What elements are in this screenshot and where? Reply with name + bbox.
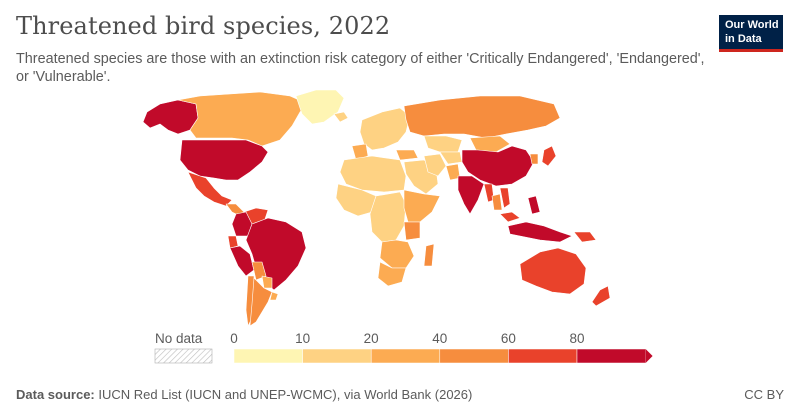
region-mongolia[interactable] [469,135,511,153]
legend-tick-label: 40 [432,331,448,346]
region-central-africa[interactable] [369,191,407,243]
region-iceland[interactable] [333,111,349,123]
region-mexico[interactable] [187,171,233,207]
region-south-africa[interactable] [377,261,407,287]
region-kazakhstan[interactable] [423,135,463,153]
legend-tick-label: 60 [500,331,516,346]
source-label: Data source: [16,387,95,402]
legend-tick-label: 0 [230,331,238,346]
legend-no-data-label: No data [155,331,203,346]
chart-subtitle: Threatened species are those with an ext… [16,51,705,85]
owid-logo[interactable]: Our World in Data [719,15,783,52]
chart-title: Threatened bird species, 2022 [16,12,391,40]
legend-tick-label: 10 [295,331,311,346]
region-canada[interactable] [177,91,309,147]
region-greenland[interactable] [295,89,345,125]
region-philippines[interactable] [527,195,541,215]
region-southern-africa[interactable] [379,239,415,269]
region-north-africa[interactable] [339,155,407,193]
license-label[interactable]: CC BY [744,387,784,402]
legend-tick-label: 20 [363,331,379,346]
region-iran[interactable] [423,153,447,177]
region-russia[interactable] [403,95,561,139]
logo-line-2: in Data [725,33,762,45]
footer-source: Data source: IUCN Red List (IUCN and UNE… [16,387,472,402]
region-korea[interactable] [529,153,539,165]
region-indonesia[interactable] [507,221,573,243]
logo-line-1: Our World [725,19,779,31]
region-turkey[interactable] [395,149,419,161]
region-thailand[interactable] [491,193,503,211]
region-china[interactable] [461,145,535,187]
source-text[interactable]: IUCN Red List (IUCN and UNEP-WCMC), via … [98,387,473,402]
region-india[interactable] [457,175,485,215]
region-ecuador[interactable] [227,235,239,249]
region-vietnam[interactable] [499,187,511,209]
region-argentina[interactable] [249,277,273,327]
region-japan[interactable] [541,145,557,167]
region-paraguay[interactable] [261,275,273,289]
region-united-states[interactable] [179,139,269,181]
region-papua-new-guinea[interactable] [573,231,597,243]
region-tanzania[interactable] [403,221,421,241]
region-east-africa[interactable] [403,189,441,223]
region-australia[interactable] [519,247,587,295]
region-malaysia[interactable] [499,211,521,223]
region-europe[interactable] [359,107,411,151]
region-bolivia[interactable] [251,261,267,281]
region-madagascar[interactable] [423,243,435,267]
logo-accent-bar [719,49,783,52]
region-new-zealand[interactable] [591,285,611,307]
region-alaska[interactable] [142,99,199,135]
region-west-africa[interactable] [335,183,377,217]
region-spain[interactable] [351,143,369,161]
legend-tick-label: 80 [569,331,585,346]
region-uruguay[interactable] [269,291,279,301]
